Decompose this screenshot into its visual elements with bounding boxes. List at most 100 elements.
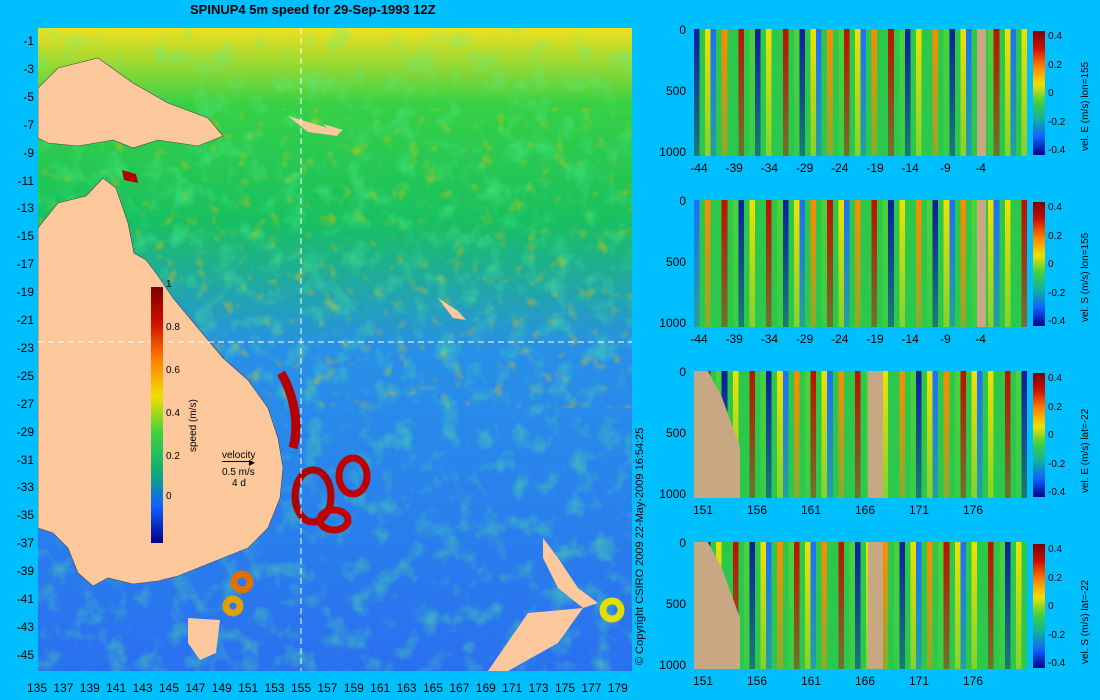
map-y-tick: -13 bbox=[16, 201, 34, 216]
land-mask bbox=[977, 200, 986, 327]
velocity-legend-speed: 0.5 m/s bbox=[222, 467, 255, 478]
velocity-cbar-tick: 0.2 bbox=[1048, 59, 1062, 71]
map-x-tick: 145 bbox=[158, 681, 180, 695]
map-y-tick: -41 bbox=[16, 592, 34, 606]
map-x-tick: 157 bbox=[317, 681, 338, 695]
velocity-cbar-tick: 0 bbox=[1048, 430, 1054, 441]
section-panel bbox=[694, 200, 1027, 327]
section-x-tick: 166 bbox=[854, 674, 876, 688]
section-panel bbox=[694, 371, 1027, 498]
map-y-tick: -3 bbox=[23, 61, 34, 76]
velocity-cbar-tick: -0.4 bbox=[1048, 658, 1066, 669]
map-y-tick: -33 bbox=[16, 480, 34, 495]
copyright-notice: © Copyright CSIRO 2009 22-May-2009 16:54… bbox=[634, 427, 646, 665]
section-y-tick: 0 bbox=[679, 536, 686, 550]
section-panel bbox=[694, 29, 1027, 156]
map-y-tick: -15 bbox=[16, 229, 34, 244]
velocity-colorbar bbox=[1033, 544, 1045, 668]
map-x-tick: 155 bbox=[290, 681, 312, 695]
section-x-tick: 171 bbox=[908, 674, 930, 688]
map-x-tick: 161 bbox=[370, 681, 391, 695]
map-y-tick: -7 bbox=[23, 117, 34, 132]
map-y-tick: -35 bbox=[16, 508, 34, 523]
velocity-cbar-tick: 0.4 bbox=[1048, 544, 1062, 555]
velocity-cbar-tick: 0.2 bbox=[1048, 230, 1062, 242]
map-x-tick: 147 bbox=[185, 681, 206, 695]
velocity-cbar-tick: 0 bbox=[1048, 88, 1054, 99]
section-x-tick: -14 bbox=[901, 161, 919, 175]
map-x-tick: 177 bbox=[581, 681, 602, 695]
speed-colorbar-label: speed (m/s) bbox=[188, 399, 199, 452]
velocity-colorbar bbox=[1033, 31, 1045, 155]
section-x-tick: -24 bbox=[831, 161, 849, 175]
map-x-tick: 135 bbox=[26, 681, 48, 695]
section-label: vel. S (m/s) lon=155 bbox=[1080, 232, 1091, 322]
section-y-tick: 500 bbox=[665, 255, 686, 269]
section-x-tick: -24 bbox=[831, 332, 849, 346]
section-y-tick: 500 bbox=[665, 597, 686, 611]
section-x-tick: 176 bbox=[962, 674, 984, 688]
map-y-tick: -19 bbox=[16, 285, 34, 300]
section-y-tick: 0 bbox=[679, 365, 686, 379]
cbar-tick: 0.6 bbox=[166, 365, 180, 376]
map-x-tick: 137 bbox=[53, 681, 74, 695]
map-x-tick: 159 bbox=[343, 681, 364, 695]
map-y-tick: -39 bbox=[16, 564, 34, 579]
map-y-tick: -23 bbox=[16, 340, 34, 355]
velocity-cbar-tick: 0.4 bbox=[1048, 202, 1062, 213]
cbar-tick: 1 bbox=[166, 279, 172, 290]
section-x-tick: -44 bbox=[690, 332, 708, 346]
map-y-tick: -31 bbox=[16, 452, 34, 467]
map-x-tick: 169 bbox=[475, 681, 496, 695]
section-x-tick: 166 bbox=[854, 503, 876, 517]
map-x-tick: 151 bbox=[238, 681, 259, 695]
map-y-tick: -17 bbox=[16, 257, 34, 272]
section-x-tick: -29 bbox=[795, 332, 814, 346]
cbar-tick: 0.4 bbox=[166, 408, 180, 419]
land-mask bbox=[977, 29, 986, 156]
map-x-tick: 141 bbox=[106, 681, 127, 695]
section-y-tick: 500 bbox=[665, 426, 686, 440]
velocity-cbar-tick: 0.2 bbox=[1048, 572, 1062, 584]
map-x-tick: 153 bbox=[264, 681, 285, 695]
map-y-tick: -27 bbox=[16, 396, 34, 411]
section-label: vel. S (m/s) lat=-22 bbox=[1080, 579, 1091, 664]
velocity-cbar-tick: -0.2 bbox=[1048, 116, 1066, 128]
section-x-tick: 151 bbox=[692, 674, 714, 688]
map-y-tick: -29 bbox=[16, 424, 34, 439]
velocity-arrow-icon: ▶ bbox=[222, 458, 255, 467]
section-x-tick: -39 bbox=[725, 161, 743, 175]
section-x-tick: -4 bbox=[975, 332, 986, 346]
velocity-cbar-tick: 0.4 bbox=[1048, 373, 1062, 384]
section-x-tick: -9 bbox=[940, 161, 951, 175]
velocity-legend-duration: 4 d bbox=[232, 478, 246, 489]
map-x-tick: 165 bbox=[422, 681, 444, 695]
velocity-cbar-tick: -0.4 bbox=[1048, 316, 1066, 327]
map-x-tick: 171 bbox=[502, 681, 523, 695]
section-x-tick: -34 bbox=[760, 332, 779, 346]
map-x-tick: 173 bbox=[528, 681, 549, 695]
section-y-tick: 0 bbox=[679, 23, 686, 37]
section-x-tick: 176 bbox=[962, 503, 984, 517]
velocity-cbar-tick: 0.2 bbox=[1048, 401, 1062, 413]
speed-map bbox=[38, 28, 632, 671]
section-y-tick: 1000 bbox=[659, 658, 686, 672]
velocity-cbar-tick: -0.2 bbox=[1048, 287, 1066, 299]
section-x-tick: 156 bbox=[746, 503, 768, 517]
velocity-cbar-tick: -0.4 bbox=[1048, 487, 1066, 498]
section-x-tick: -9 bbox=[940, 332, 951, 346]
velocity-cbar-tick: -0.2 bbox=[1048, 458, 1066, 470]
section-panel bbox=[694, 542, 1027, 669]
section-x-tick: -19 bbox=[866, 161, 884, 175]
section-x-tick: 171 bbox=[908, 503, 930, 517]
map-x-tick: 143 bbox=[132, 681, 153, 695]
map-y-tick: -45 bbox=[16, 647, 34, 662]
velocity-cbar-tick: -0.4 bbox=[1048, 145, 1066, 156]
map-x-tick: 179 bbox=[607, 681, 628, 695]
speed-colorbar bbox=[151, 287, 163, 543]
section-label: vel. E (m/s) lat=-22 bbox=[1080, 408, 1091, 493]
velocity-cbar-tick: 0 bbox=[1048, 601, 1054, 612]
section-x-tick: -29 bbox=[795, 161, 814, 175]
velocity-colorbar bbox=[1033, 373, 1045, 497]
cbar-tick: 0.2 bbox=[166, 451, 180, 462]
